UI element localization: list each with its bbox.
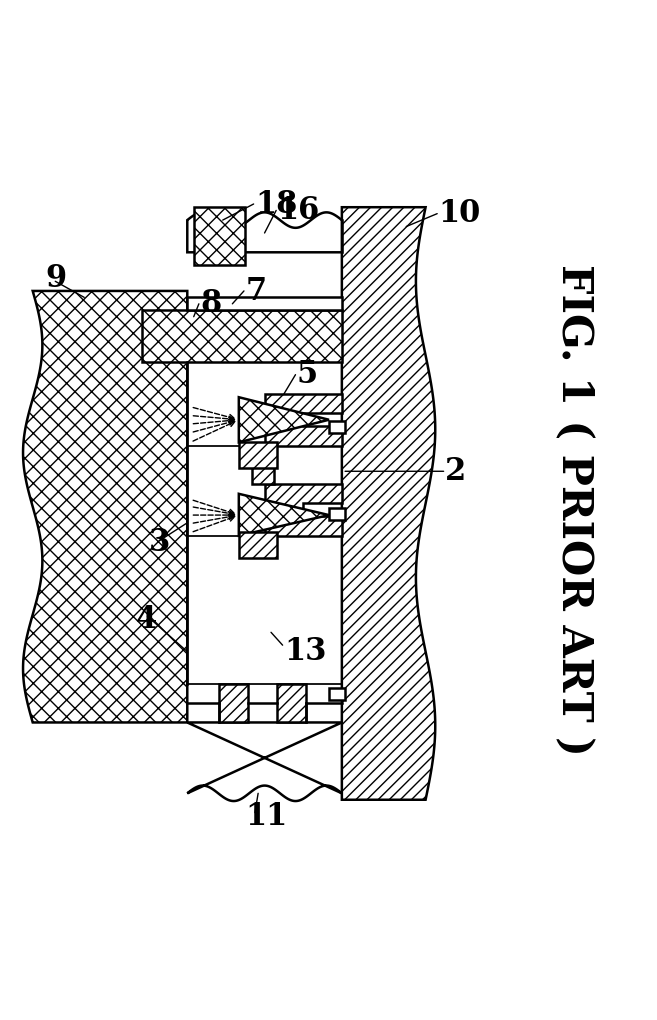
Text: 9: 9 xyxy=(45,263,66,294)
Bar xyxy=(219,683,248,722)
Text: 13: 13 xyxy=(283,636,326,667)
Bar xyxy=(193,207,245,265)
Bar xyxy=(238,443,277,468)
Text: 4: 4 xyxy=(135,604,157,635)
Text: 11: 11 xyxy=(245,801,287,831)
Polygon shape xyxy=(23,291,187,722)
Bar xyxy=(328,688,344,700)
Text: 8: 8 xyxy=(200,289,221,319)
Text: 10: 10 xyxy=(438,198,480,230)
Bar xyxy=(142,310,342,362)
Bar xyxy=(187,298,342,310)
Polygon shape xyxy=(264,394,342,446)
Bar xyxy=(252,466,274,484)
Text: 18: 18 xyxy=(254,189,297,219)
Polygon shape xyxy=(342,207,435,800)
Text: FIG. 1 ( PRIOR ART ): FIG. 1 ( PRIOR ART ) xyxy=(552,264,594,756)
Bar xyxy=(277,683,306,722)
Bar xyxy=(238,532,277,558)
Polygon shape xyxy=(264,484,342,536)
Polygon shape xyxy=(238,398,328,443)
Text: 16: 16 xyxy=(277,195,319,226)
Text: 3: 3 xyxy=(148,526,170,558)
Bar xyxy=(328,508,344,519)
Polygon shape xyxy=(187,722,342,801)
Text: 5: 5 xyxy=(296,359,317,391)
Text: 2: 2 xyxy=(444,456,465,487)
Polygon shape xyxy=(238,494,328,536)
Polygon shape xyxy=(187,212,342,252)
Bar xyxy=(328,421,344,432)
Text: 7: 7 xyxy=(245,275,266,307)
